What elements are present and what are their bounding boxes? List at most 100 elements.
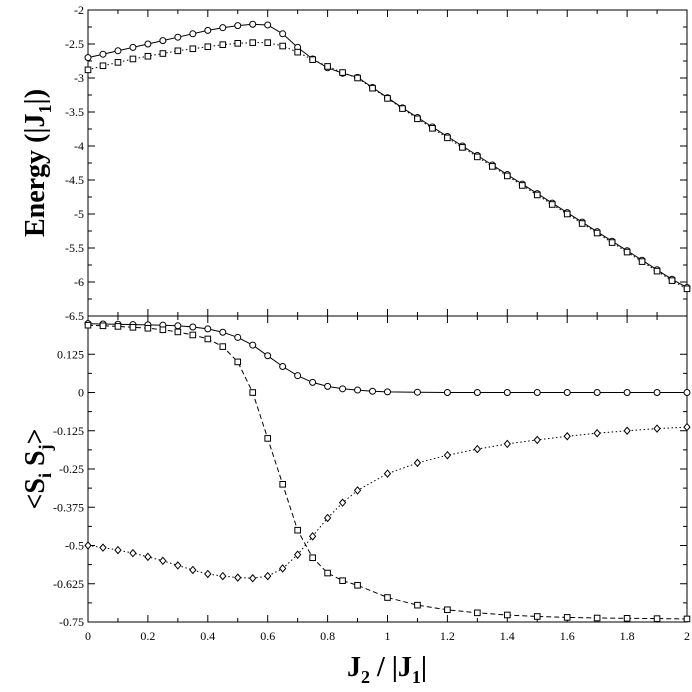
- energy-series-0-point: [174, 33, 182, 41]
- energy-ytick-label: -3: [74, 71, 84, 85]
- correlation-series-1-point: [563, 614, 571, 621]
- energy-series-0-point: [189, 30, 197, 38]
- correlation-series-0-point: [219, 328, 227, 336]
- energy-series-1-point: [608, 239, 616, 246]
- energy-ytick-label: -4: [74, 139, 84, 153]
- xtick-label: 0.2: [140, 629, 155, 643]
- correlation-series-1-point: [204, 335, 212, 343]
- energy-series-1-point: [294, 48, 301, 56]
- correlation-series-2-point: [623, 426, 631, 436]
- correlation-series-0-point: [339, 385, 347, 393]
- energy-series-1-point: [354, 74, 361, 82]
- correlation-series-1-point: [144, 324, 152, 332]
- correlation-series-2-point: [338, 498, 347, 507]
- energy-series-1-point: [384, 95, 391, 102]
- energy-series: [84, 20, 691, 293]
- correlation-series-2-point: [413, 458, 422, 468]
- energy-series-1-point: [219, 41, 227, 48]
- energy-series-1-point: [174, 47, 182, 55]
- energy-series-1-point: [474, 153, 481, 161]
- energy-series-1-point: [189, 45, 197, 53]
- energy-series-0-point: [204, 26, 212, 34]
- correlation-series-1-point: [339, 577, 346, 584]
- energy-series-1-point: [309, 56, 316, 63]
- energy-series-1-point: [399, 105, 406, 112]
- correlation-series-2-point: [593, 428, 601, 438]
- energy-ytick-label: -2.5: [65, 37, 84, 51]
- energy-series-1-point: [414, 115, 421, 123]
- energy-ytick-label: -4.5: [65, 173, 84, 187]
- correlation-series-0-point: [204, 325, 212, 333]
- correlation-series-2-point: [189, 565, 197, 575]
- energy-series-0-point: [159, 37, 167, 45]
- correlation-series-1-point: [354, 581, 361, 589]
- energy-series-1-point: [99, 62, 107, 70]
- correlation-series-0-point: [294, 372, 302, 380]
- correlation-series-0-point: [653, 389, 661, 396]
- energy-series-1-point: [234, 40, 242, 47]
- correlation-series-0-point: [563, 389, 571, 396]
- energy-series-1-point: [444, 134, 451, 142]
- correlation-series-2-point: [99, 543, 107, 552]
- correlation-series-2-point: [473, 444, 482, 454]
- energy-series-1-point: [144, 52, 152, 60]
- correlation-series-2-point: [293, 550, 302, 559]
- energy-series-0-point: [144, 40, 152, 48]
- energy-series-1-point: [563, 210, 571, 218]
- energy-series-0-point: [114, 47, 122, 55]
- correlation-series-0-point: [279, 362, 287, 370]
- xtick-label: 0.4: [200, 629, 215, 643]
- correlation-series-2-point: [174, 561, 182, 570]
- correlation-series-0-point: [264, 352, 272, 360]
- energy-series-0-point: [84, 54, 92, 62]
- correlation-series-2-line: [87, 426, 688, 579]
- energy-series-0-point: [219, 24, 227, 32]
- correlation-series-2-point: [84, 541, 92, 550]
- correlation-series-1-point: [249, 389, 257, 396]
- energy-series-1-point: [264, 39, 271, 46]
- correlation-series-1-point: [504, 611, 511, 619]
- correlation-ytick-label: -0.5: [65, 539, 84, 553]
- correlation-series-2-point: [443, 450, 452, 460]
- energy-series-1-point: [668, 277, 676, 284]
- xtick-label: 1.4: [500, 629, 515, 643]
- correlation-series-1-point: [593, 614, 601, 622]
- correlation-series-1-point: [444, 606, 451, 614]
- correlation-series-1-point: [129, 324, 137, 331]
- correlation-series-2-point: [204, 569, 212, 579]
- energy-series-1-point: [623, 248, 631, 256]
- energy-series-1-point: [578, 220, 586, 227]
- correlation-series-1-point: [219, 343, 227, 350]
- energy-series-1-point: [324, 63, 331, 70]
- xtick-label: 1.2: [440, 629, 455, 643]
- correlation-series-2-point: [249, 573, 257, 583]
- correlation-series-0-point: [354, 386, 362, 394]
- correlation-ytick-label: -0.625: [53, 577, 84, 591]
- energy-panel: -2 -2.5 -3 -3.5 -4 -4.5 -5 -5.5 -6 -6.5 Energy (|…: [20, 3, 691, 323]
- energy-series-1-point: [369, 84, 376, 92]
- energy-series-1-point: [459, 144, 466, 151]
- correlation-series-1-point: [653, 615, 661, 622]
- correlation-series-2-point: [159, 556, 167, 566]
- correlation-series-1-point: [683, 615, 691, 623]
- energy-series-1-point: [129, 55, 137, 63]
- correlation-series-1-point: [114, 323, 122, 330]
- xtick-label: 1: [385, 629, 391, 643]
- energy-series-1-point: [593, 229, 601, 237]
- energy-y-axis-label: Energy (|J1|): [20, 89, 55, 237]
- energy-series-1-point: [518, 182, 526, 189]
- correlation-series-2-point: [264, 571, 272, 581]
- correlation-series-2-point: [323, 513, 332, 523]
- correlation-series: [84, 320, 691, 623]
- correlation-series-2-point: [144, 552, 152, 562]
- correlation-series-1-point: [324, 569, 331, 577]
- correlation-series-2-point: [353, 486, 362, 495]
- correlation-series-2-point: [653, 424, 661, 433]
- energy-ytick-label: -3.5: [65, 105, 84, 119]
- correlation-series-1-point: [279, 481, 286, 488]
- energy-ytick-label: -5.5: [65, 241, 84, 255]
- energy-series-1-point: [339, 69, 346, 76]
- correlation-series-0-point: [443, 389, 451, 396]
